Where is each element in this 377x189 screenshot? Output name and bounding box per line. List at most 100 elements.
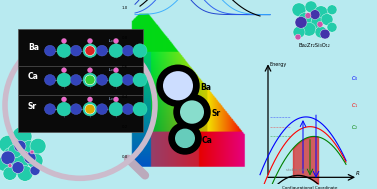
Circle shape: [83, 73, 97, 87]
Circle shape: [83, 44, 97, 57]
Circle shape: [97, 45, 107, 56]
Circle shape: [61, 97, 66, 102]
Text: $L_x$: $L_x$: [108, 66, 114, 74]
Text: $C_0$: $C_0$: [351, 74, 359, 83]
Circle shape: [83, 102, 97, 116]
Text: stokes shift: stokes shift: [286, 168, 306, 173]
Circle shape: [321, 14, 333, 25]
Circle shape: [24, 152, 36, 164]
Text: 0.4: 0.4: [122, 95, 128, 99]
Circle shape: [70, 45, 81, 56]
Circle shape: [293, 26, 305, 38]
Circle shape: [21, 140, 39, 158]
Circle shape: [175, 129, 195, 148]
Circle shape: [87, 97, 92, 102]
Circle shape: [12, 162, 24, 174]
Circle shape: [298, 13, 312, 26]
Circle shape: [123, 45, 133, 56]
Circle shape: [1, 151, 15, 165]
Circle shape: [302, 22, 316, 36]
Circle shape: [44, 104, 55, 115]
Circle shape: [27, 153, 43, 169]
Circle shape: [8, 144, 22, 158]
Circle shape: [11, 155, 29, 172]
Circle shape: [97, 104, 107, 115]
Circle shape: [109, 102, 123, 116]
Text: Ca: Ca: [202, 136, 213, 145]
Circle shape: [113, 39, 118, 43]
Circle shape: [180, 100, 204, 124]
Circle shape: [44, 45, 55, 56]
Circle shape: [70, 104, 81, 115]
Circle shape: [85, 104, 95, 114]
Circle shape: [295, 34, 301, 40]
Circle shape: [61, 68, 66, 73]
Circle shape: [317, 21, 323, 27]
Circle shape: [133, 73, 147, 87]
Circle shape: [57, 102, 71, 116]
Circle shape: [175, 95, 209, 129]
Circle shape: [295, 17, 307, 28]
Circle shape: [133, 44, 147, 57]
FancyBboxPatch shape: [18, 29, 143, 132]
Circle shape: [57, 44, 71, 57]
Circle shape: [327, 22, 337, 32]
Circle shape: [44, 74, 55, 85]
Text: $L_x$: $L_x$: [108, 37, 114, 45]
Circle shape: [123, 74, 133, 85]
Text: R: R: [356, 171, 360, 176]
Text: Ba₂Zr₂Si₃O₁₂: Ba₂Zr₂Si₃O₁₂: [298, 43, 330, 48]
Circle shape: [292, 3, 306, 17]
Circle shape: [87, 39, 92, 43]
Circle shape: [0, 136, 17, 153]
Circle shape: [133, 102, 147, 116]
Circle shape: [12, 138, 18, 144]
Text: $L_x$: $L_x$: [108, 96, 114, 103]
Circle shape: [315, 26, 327, 38]
Circle shape: [314, 6, 328, 19]
Circle shape: [17, 166, 33, 181]
Text: Sr: Sr: [28, 102, 37, 111]
Circle shape: [61, 39, 66, 43]
Circle shape: [158, 66, 198, 105]
Circle shape: [113, 68, 118, 73]
Circle shape: [85, 46, 95, 56]
Circle shape: [170, 124, 200, 153]
Circle shape: [113, 97, 118, 102]
Text: Configurational Coordinate: Configurational Coordinate: [282, 186, 338, 189]
Circle shape: [305, 13, 311, 19]
Circle shape: [87, 68, 92, 73]
Circle shape: [3, 147, 21, 165]
Circle shape: [0, 156, 13, 171]
Circle shape: [85, 75, 95, 85]
Circle shape: [320, 29, 330, 39]
Circle shape: [97, 74, 107, 85]
Circle shape: [109, 44, 123, 57]
Circle shape: [70, 74, 81, 85]
Text: Ba: Ba: [200, 83, 211, 92]
Circle shape: [109, 73, 123, 87]
Circle shape: [163, 71, 193, 100]
Circle shape: [57, 73, 71, 87]
Text: $C_1$: $C_1$: [351, 101, 358, 110]
Circle shape: [12, 127, 32, 146]
Text: $C_2$: $C_2$: [351, 123, 358, 132]
Circle shape: [327, 5, 337, 15]
Text: 0.0: 0.0: [122, 155, 128, 159]
Circle shape: [311, 17, 323, 28]
Text: Energy: Energy: [270, 62, 287, 67]
Text: Sr: Sr: [211, 109, 220, 119]
Text: Ca: Ca: [28, 72, 39, 81]
Circle shape: [310, 10, 320, 19]
Circle shape: [8, 164, 12, 168]
Text: Ba: Ba: [28, 43, 39, 52]
Circle shape: [3, 167, 17, 180]
Circle shape: [14, 140, 26, 152]
Circle shape: [30, 138, 46, 154]
Circle shape: [305, 1, 317, 13]
Circle shape: [22, 151, 28, 157]
Circle shape: [30, 166, 40, 175]
Circle shape: [30, 150, 34, 154]
Text: 0.8: 0.8: [122, 36, 128, 40]
Text: 0.6: 0.6: [122, 65, 128, 69]
